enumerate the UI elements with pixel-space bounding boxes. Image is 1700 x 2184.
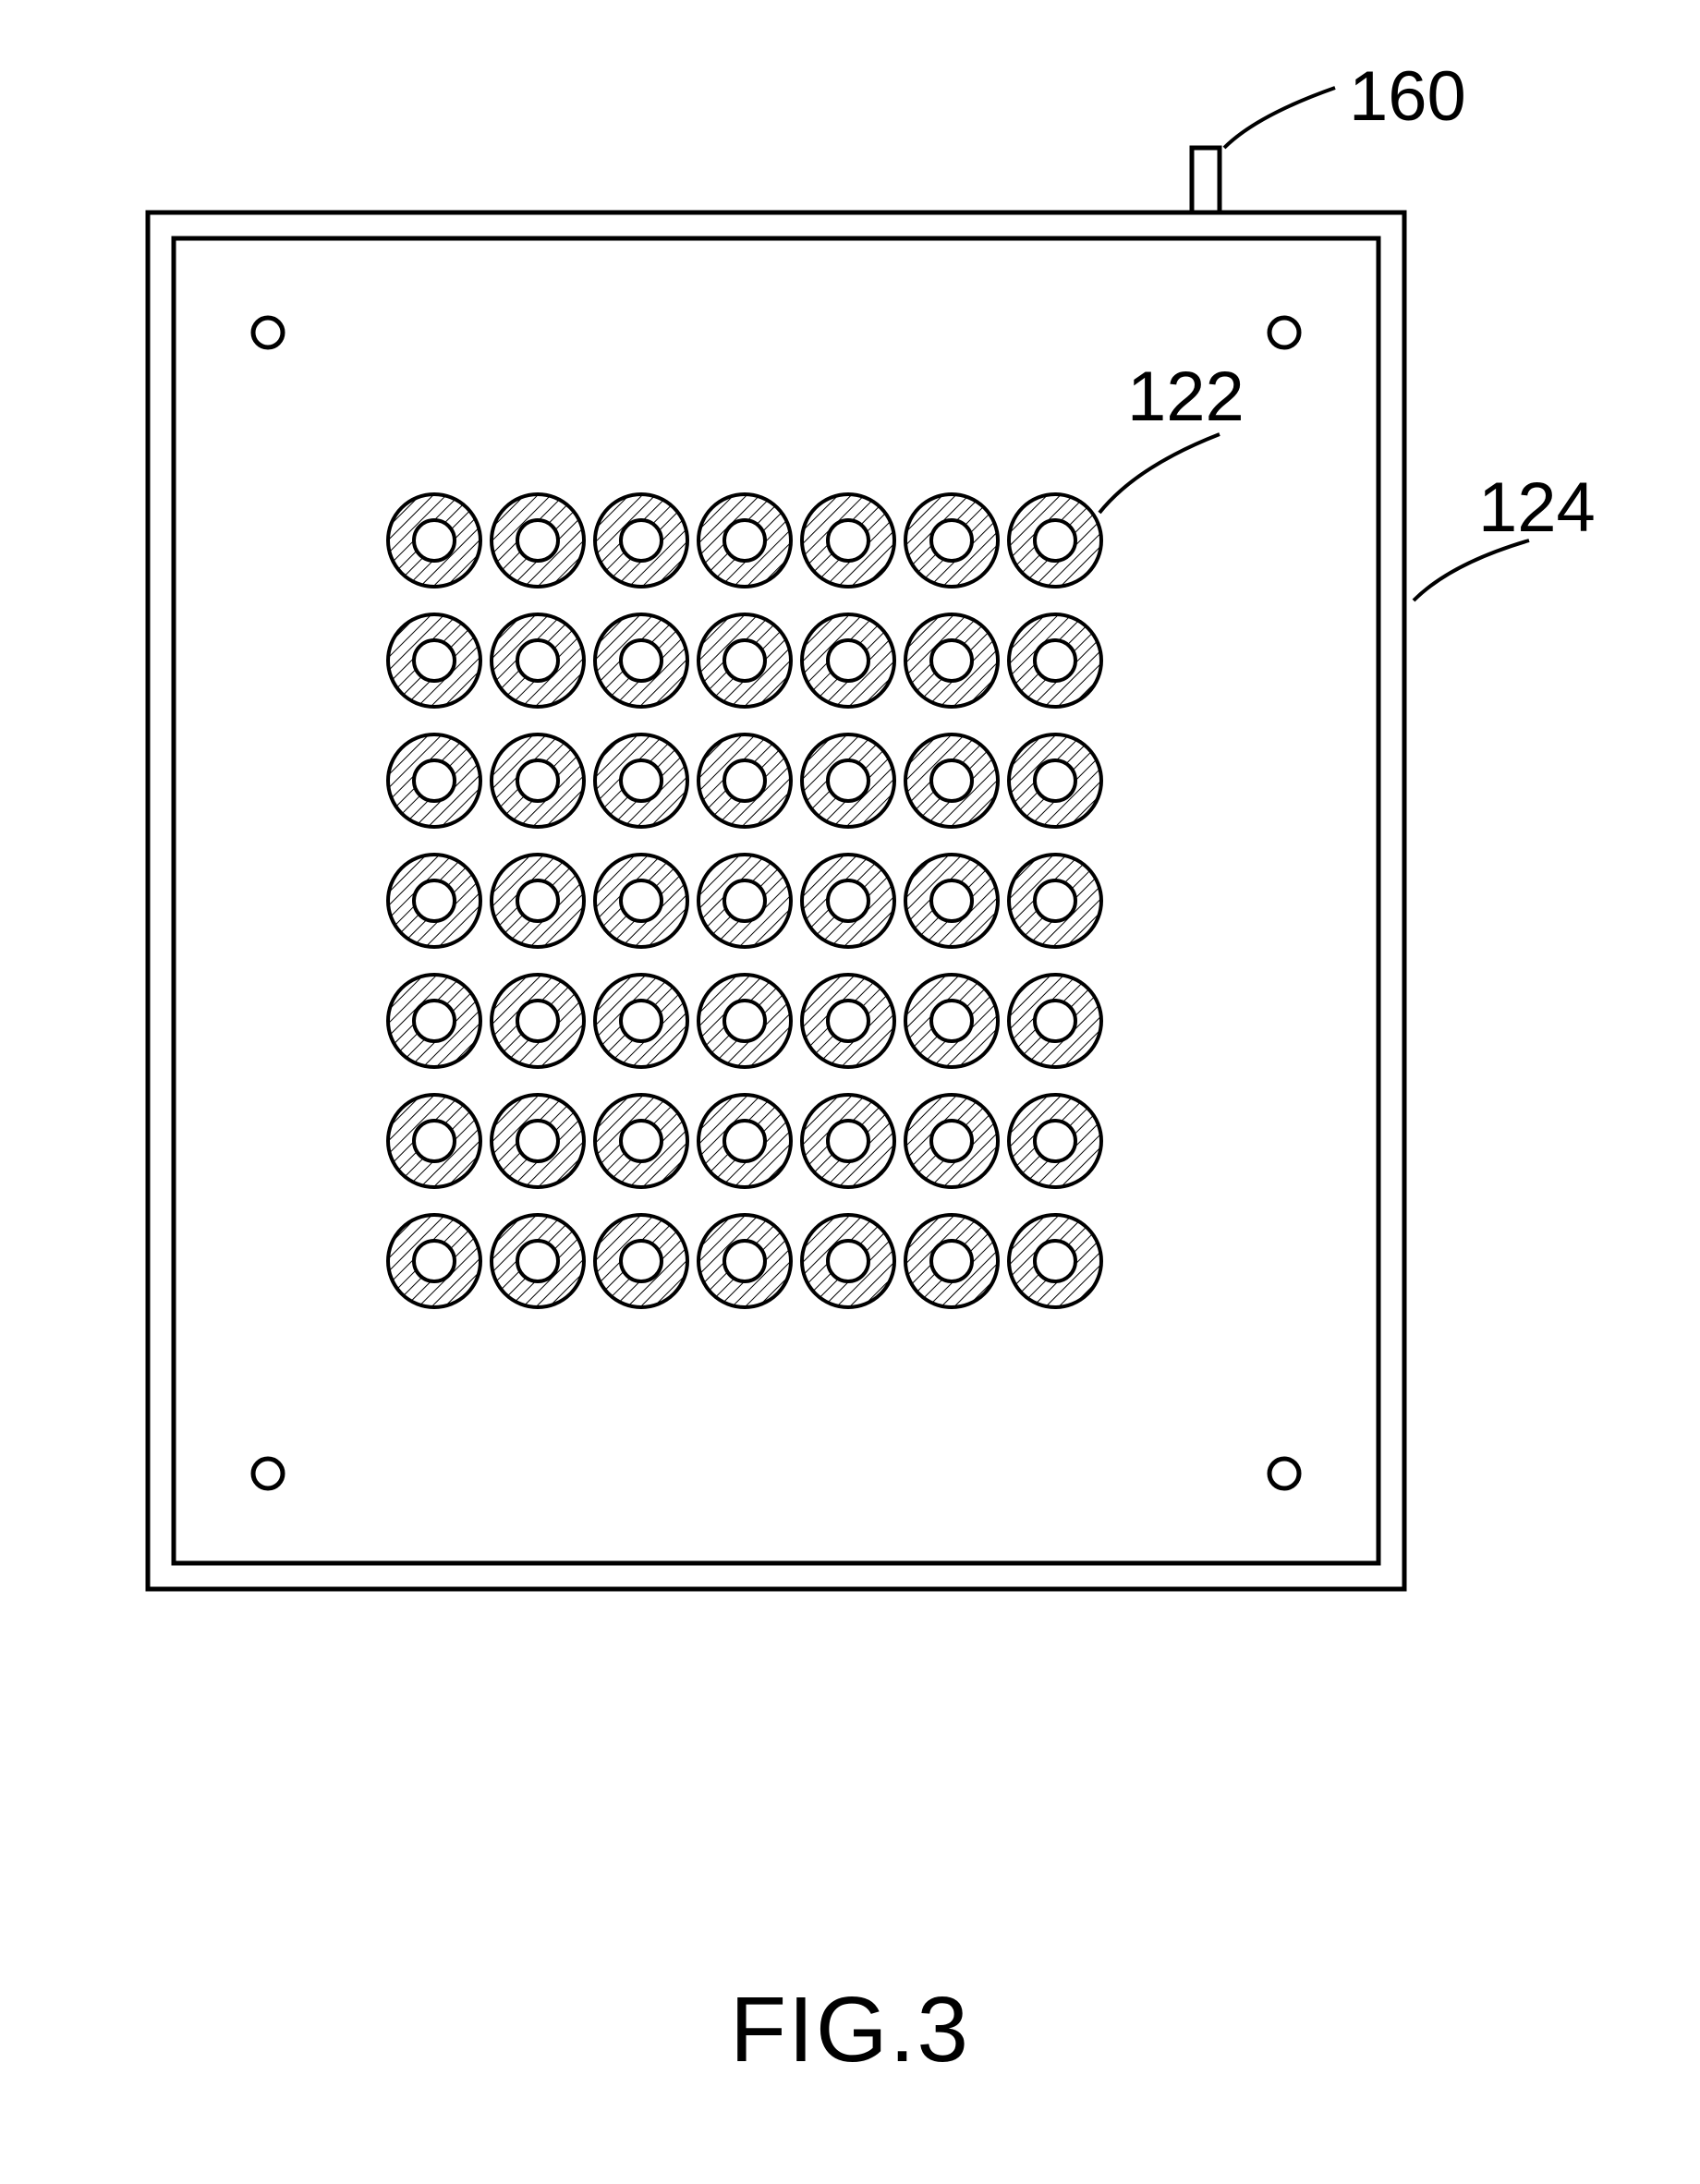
ring-element [388, 1215, 480, 1307]
figure-caption: FIG.3 [0, 1977, 1700, 2083]
ring-element [905, 855, 998, 947]
ring-element [1009, 494, 1101, 587]
ring-element [802, 1215, 894, 1307]
ring-element [388, 855, 480, 947]
ring-element [492, 1215, 584, 1307]
tab-leader [1224, 88, 1335, 148]
ring-element [905, 1215, 998, 1307]
ring-element [595, 1095, 687, 1187]
ring-element [698, 734, 791, 827]
ring-element [1009, 614, 1101, 707]
figure-svg: 160 122 124 [0, 0, 1700, 1885]
ring-element [1009, 975, 1101, 1067]
ring-element [802, 855, 894, 947]
ring-element [905, 975, 998, 1067]
ring-element [698, 1215, 791, 1307]
ring-element [1009, 1215, 1101, 1307]
ring-element [388, 614, 480, 707]
ring-element [1009, 734, 1101, 827]
ring-label: 122 [1127, 358, 1245, 436]
ring-element [595, 1215, 687, 1307]
ring-element [905, 614, 998, 707]
ring-element [698, 494, 791, 587]
ring-element [492, 614, 584, 707]
ring-element [905, 1095, 998, 1187]
ring-element [698, 975, 791, 1067]
ring-element [595, 975, 687, 1067]
ring-element [388, 734, 480, 827]
ring-element [388, 1095, 480, 1187]
ring-element [492, 1095, 584, 1187]
ring-element [802, 1095, 894, 1187]
frame-label: 124 [1478, 468, 1596, 547]
ring-element [595, 734, 687, 827]
ring-element [802, 614, 894, 707]
ring-element [698, 1095, 791, 1187]
ring-element [492, 975, 584, 1067]
ring-element [595, 614, 687, 707]
ring-element [905, 494, 998, 587]
ring-element [388, 494, 480, 587]
ring-element [388, 975, 480, 1067]
ring-element [1009, 855, 1101, 947]
top-tab [1192, 148, 1220, 212]
ring-element [1009, 1095, 1101, 1187]
ring-element [802, 975, 894, 1067]
ring-element [595, 494, 687, 587]
ring-element [905, 734, 998, 827]
ring-element [492, 734, 584, 827]
ring-element [802, 494, 894, 587]
ring-element [698, 855, 791, 947]
ring-element [802, 734, 894, 827]
ring-element [492, 855, 584, 947]
ring-element [595, 855, 687, 947]
frame-leader [1414, 540, 1529, 601]
ring-element [698, 614, 791, 707]
tab-label: 160 [1349, 57, 1466, 136]
ring-element [492, 494, 584, 587]
